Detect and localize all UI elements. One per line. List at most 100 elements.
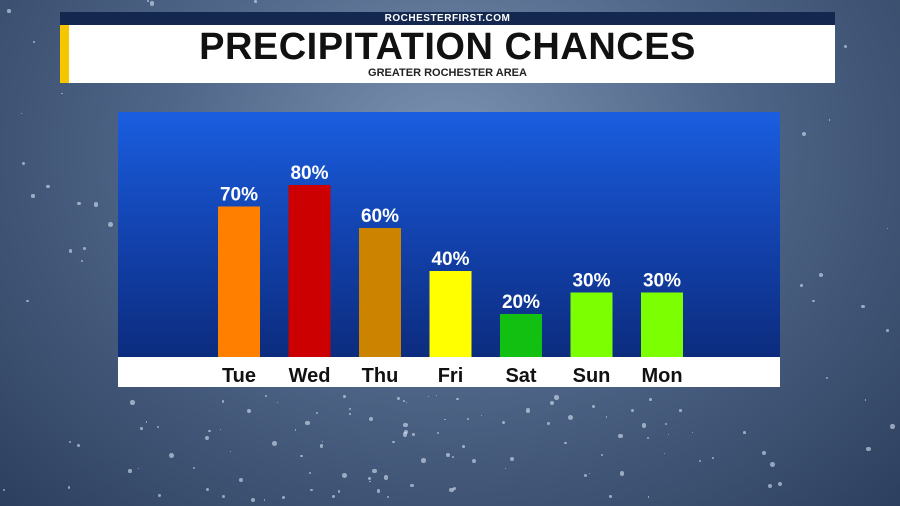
rain-drop xyxy=(630,408,635,413)
rain-drop xyxy=(305,421,310,426)
rain-drop xyxy=(331,494,336,499)
rain-drop xyxy=(410,483,414,488)
rain-drop xyxy=(254,0,257,3)
rain-drop xyxy=(271,441,277,447)
rain-drop xyxy=(204,435,210,441)
rain-drop xyxy=(67,486,71,490)
rain-drop xyxy=(319,443,324,448)
rain-drop xyxy=(403,422,408,428)
rain-drop xyxy=(467,417,470,420)
rain-drop xyxy=(342,472,347,478)
rain-drop xyxy=(147,0,149,2)
category-label-thu: Thu xyxy=(362,365,399,387)
rain-drop xyxy=(886,228,888,230)
rain-drop xyxy=(33,40,36,43)
rain-drop xyxy=(337,490,341,493)
rain-drop xyxy=(396,396,400,400)
rain-drop xyxy=(546,421,551,425)
rain-drop xyxy=(601,453,604,456)
rain-drop xyxy=(471,459,476,464)
category-label-sun: Sun xyxy=(573,365,611,387)
rain-drop xyxy=(349,408,351,411)
rain-drop xyxy=(770,462,775,467)
rain-drop xyxy=(860,304,865,309)
rain-drop xyxy=(221,494,226,499)
rain-drop xyxy=(263,499,266,501)
brand-bar: ROCHESTERFIRST.COM xyxy=(60,12,835,25)
data-label-sat: 20% xyxy=(502,292,540,313)
rain-drop xyxy=(46,184,51,189)
rain-drop xyxy=(647,496,650,498)
rain-drop xyxy=(169,452,175,458)
rain-drop xyxy=(138,468,140,470)
category-label-tue: Tue xyxy=(222,365,256,387)
rain-drop xyxy=(456,397,459,401)
rain-drop xyxy=(620,471,625,476)
rain-drop xyxy=(310,488,313,492)
chart-subtitle: GREATER ROCHESTER AREA xyxy=(368,67,527,79)
rain-drop xyxy=(663,453,665,455)
rain-drop xyxy=(446,453,451,457)
rain-drop xyxy=(247,408,252,413)
rain-drop xyxy=(26,300,29,303)
rain-drop xyxy=(554,395,559,400)
bar-wed xyxy=(288,185,331,357)
rain-drop xyxy=(6,9,11,13)
rain-drop xyxy=(130,400,135,405)
rain-drop xyxy=(743,431,746,434)
rain-drop xyxy=(294,429,297,432)
rain-drop xyxy=(343,395,346,399)
rain-drop xyxy=(20,113,22,115)
rain-drop xyxy=(646,436,649,439)
rain-drop xyxy=(668,434,670,436)
data-label-sun: 30% xyxy=(572,271,610,292)
rain-drop xyxy=(844,44,848,48)
rain-drop xyxy=(208,429,211,433)
rain-drop xyxy=(264,395,267,398)
rain-drop xyxy=(367,477,372,481)
bar-sat xyxy=(500,314,542,357)
rain-drop xyxy=(377,489,381,493)
rain-drop xyxy=(322,441,324,443)
rain-drop xyxy=(80,259,84,263)
rain-drop xyxy=(480,415,482,417)
category-label-sat: Sat xyxy=(505,365,536,387)
rain-drop xyxy=(205,488,209,492)
rain-drop xyxy=(818,272,823,277)
rain-drop xyxy=(510,456,515,461)
category-label-wed: Wed xyxy=(289,365,331,387)
rain-drop xyxy=(300,454,303,457)
rain-drop xyxy=(421,458,426,463)
rain-drop xyxy=(605,416,608,418)
rain-drop xyxy=(452,456,455,459)
rain-drop xyxy=(383,475,388,480)
rain-drop xyxy=(405,402,408,404)
category-label-fri: Fri xyxy=(438,365,464,387)
rain-drop xyxy=(146,421,148,423)
rain-drop xyxy=(588,472,591,475)
rain-drop xyxy=(3,489,6,492)
rain-drop xyxy=(315,411,318,414)
rain-drop xyxy=(699,459,702,462)
bar-sun xyxy=(570,292,613,357)
data-label-mon: 30% xyxy=(643,271,681,292)
rain-drop xyxy=(665,423,667,426)
rain-drop xyxy=(128,469,132,473)
rain-drop xyxy=(691,431,694,434)
rain-drop xyxy=(251,498,255,503)
rain-drop xyxy=(156,426,159,428)
rain-drop xyxy=(501,420,505,424)
rain-drop xyxy=(77,201,81,206)
rain-drop xyxy=(368,417,374,422)
chart-title: PRECIPITATION CHANCES xyxy=(199,26,696,68)
category-label-strip xyxy=(118,357,780,387)
rain-drop xyxy=(229,450,232,453)
rain-drop xyxy=(61,93,63,95)
rain-drop xyxy=(277,401,279,403)
rain-drop xyxy=(238,478,243,483)
rain-drop xyxy=(82,247,86,251)
data-label-tue: 70% xyxy=(220,185,258,206)
rain-drop xyxy=(412,432,415,436)
rain-drop xyxy=(591,404,595,409)
rain-drop xyxy=(219,429,221,431)
